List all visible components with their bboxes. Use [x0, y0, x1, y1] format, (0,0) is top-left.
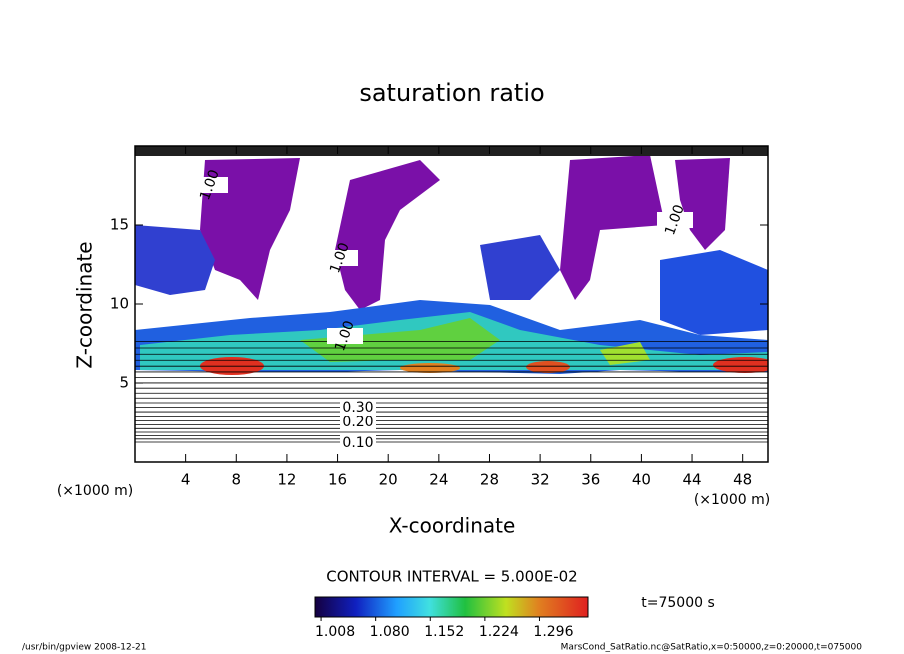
shaded-region — [400, 363, 460, 373]
shaded-region — [526, 361, 570, 373]
contour-label-bg — [192, 177, 228, 193]
y-axis-unit: (×1000 m) — [57, 483, 133, 499]
contour-line — [135, 423, 768, 426]
y-tick-label: 5 — [119, 374, 129, 392]
x-tick-label: 48 — [733, 471, 752, 489]
x-axis-unit: (×1000 m) — [694, 492, 770, 508]
contour-line — [135, 415, 768, 418]
shaded-region — [300, 318, 500, 362]
contour-interval: CONTOUR INTERVAL = 5.000E-02 — [326, 568, 577, 586]
contour-label-bg — [340, 414, 376, 430]
contour-line — [135, 431, 768, 433]
contour-label-bg — [327, 328, 363, 344]
contour-line — [135, 406, 768, 409]
y-axis-label: Z-coordinate — [73, 241, 97, 368]
contour-label-bg — [340, 435, 376, 451]
contour-label-bg — [657, 212, 693, 228]
contour-line — [135, 427, 768, 430]
shaded-region — [135, 146, 768, 156]
shaded-region — [480, 235, 560, 300]
contour-line — [135, 411, 768, 414]
colorbar — [314, 596, 589, 618]
contour-label-bg — [340, 400, 376, 416]
x-tick-label: 8 — [232, 471, 242, 489]
shaded-region — [135, 225, 215, 295]
contour-line — [135, 402, 768, 404]
contour-line — [135, 392, 768, 395]
x-tick-label: 20 — [379, 471, 398, 489]
contour-line — [135, 437, 768, 440]
shaded-region — [335, 160, 440, 310]
colorbar-tick-label: 1.296 — [533, 624, 573, 640]
colorbar-tick-label: 1.152 — [424, 624, 464, 640]
x-tick-label: 12 — [277, 471, 296, 489]
contour-line — [135, 441, 768, 443]
x-tick-label: 44 — [682, 471, 701, 489]
footer-left: /usr/bin/gpview 2008-12-21 — [22, 643, 146, 653]
contour-line — [135, 376, 768, 379]
contour-line — [135, 419, 768, 422]
contour-label: 0.20 — [342, 414, 373, 430]
shaded-region — [660, 250, 768, 335]
shaded-region — [713, 357, 768, 373]
x-tick-label: 4 — [181, 471, 191, 489]
contour-line — [135, 387, 768, 390]
x-tick-label: 24 — [429, 471, 448, 489]
y-tick-label: 10 — [110, 295, 129, 313]
footer-right: MarsCond_SatRatio.nc@SatRatio,x=0:50000,… — [561, 643, 863, 653]
contour-label: 0.10 — [342, 435, 373, 451]
colorbar-tick-label: 1.224 — [479, 624, 519, 640]
x-tick-label: 40 — [632, 471, 651, 489]
time-label: t=75000 s — [641, 595, 715, 611]
x-tick-label: 28 — [480, 471, 499, 489]
colorbar-tick-label: 1.080 — [370, 624, 410, 640]
colorbar-tick-label: 1.008 — [315, 624, 355, 640]
contour-line — [135, 434, 768, 437]
shaded-field: 0.100.200.301.001.001.001.00 — [135, 146, 768, 451]
x-tick-label: 16 — [328, 471, 347, 489]
shaded-region — [560, 155, 665, 300]
chart-title: saturation ratio — [359, 79, 544, 107]
contour-line — [135, 397, 768, 400]
y-tick-label: 15 — [110, 216, 129, 234]
contour-label: 0.30 — [342, 400, 373, 416]
contour-label-bg — [322, 250, 358, 266]
contour-line — [135, 381, 768, 384]
x-tick-label: 36 — [581, 471, 600, 489]
shaded-region — [200, 158, 300, 300]
x-axis-label: X-coordinate — [389, 514, 516, 538]
x-tick-label: 32 — [531, 471, 550, 489]
shaded-region — [675, 158, 730, 250]
